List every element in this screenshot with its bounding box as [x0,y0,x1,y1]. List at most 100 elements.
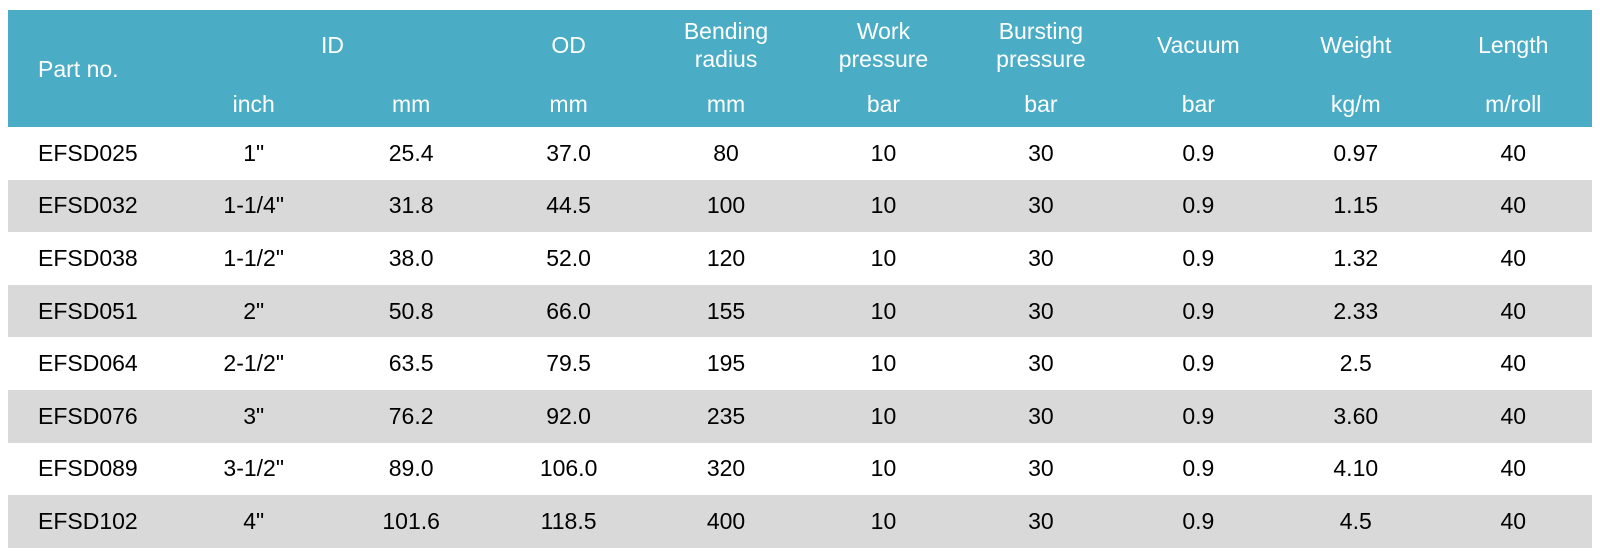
cell-id-inch: 2" [243,297,265,324]
cell-weight: 0.97 [1333,139,1379,166]
table-row: EFSD051 2" 50.8 66.0 155 10 30 0.9 2.33 … [8,284,1592,338]
cell-work-pressure: 10 [870,402,897,429]
table-body: EFSD025 1" 25.4 37.0 80 10 30 0.9 0.97 4… [8,127,1592,548]
cell-id-mm: 50.8 [388,297,434,324]
cell-weight: 4.10 [1333,455,1379,482]
cell-vacuum: 0.9 [1182,507,1215,534]
table-row: EFSD076 3" 76.2 92.0 235 10 30 0.9 3.60 … [8,389,1592,443]
cell-id-inch: 4" [243,507,265,534]
cell-weight: 4.5 [1339,507,1372,534]
cell-weight: 3.60 [1333,402,1379,429]
cell-id-inch: 3" [243,402,265,429]
header-unit-length-mroll: m/roll [1434,80,1592,127]
cell-id-mm: 38.0 [388,244,434,271]
cell-id-mm: 31.8 [388,192,434,219]
cell-weight: 2.5 [1339,350,1372,377]
cell-bending-radius: 235 [706,402,746,429]
cell-id-inch: 1" [243,139,265,166]
header-group-vacuum: Vacuum [1119,10,1278,80]
cell-bending-radius: 195 [706,350,746,377]
cell-od-mm: 37.0 [546,139,591,166]
header-unit-weight-kgm: kg/m [1277,80,1435,127]
header-group-id: ID [175,10,490,80]
header-row-main: Part no. ID OD Bending radius Work press… [8,10,1592,127]
cell-bending-radius: 80 [713,139,739,166]
header-group-work-pressure: Work pressure [804,10,963,80]
cell-id-mm: 101.6 [382,507,440,534]
header-unit-id-inch: inch [175,80,333,127]
cell-length: 40 [1500,297,1527,324]
header-unit-work-pressure-bar: bar [804,80,963,127]
cell-length: 40 [1500,350,1527,377]
cell-part-no: EFSD051 [38,297,138,324]
table-row: EFSD089 3-1/2" 89.0 106.0 320 10 30 0.9 … [8,442,1592,496]
cell-work-pressure: 10 [870,455,897,482]
cell-vacuum: 0.9 [1182,192,1215,219]
cell-bending-radius: 155 [706,297,746,324]
cell-bursting-pressure: 30 [1028,139,1054,166]
cell-weight: 2.33 [1333,297,1379,324]
cell-work-pressure: 10 [870,350,897,377]
cell-length: 40 [1500,402,1527,429]
cell-bursting-pressure: 30 [1028,455,1054,482]
cell-id-mm: 63.5 [388,350,434,377]
cell-work-pressure: 10 [870,139,897,166]
cell-part-no: EFSD025 [38,139,138,166]
cell-od-mm: 52.0 [546,244,591,271]
cell-work-pressure: 10 [870,244,897,271]
cell-od-mm: 66.0 [546,297,591,324]
header-group-length: Length [1434,10,1592,80]
table-row: EFSD025 1" 25.4 37.0 80 10 30 0.9 0.97 4… [8,127,1592,180]
cell-vacuum: 0.9 [1182,139,1215,166]
cell-length: 40 [1500,139,1527,166]
header-unit-bursting-pressure-bar: bar [962,80,1120,127]
cell-bending-radius: 100 [706,192,746,219]
header-group-bending-radius: Bending radius [647,10,805,80]
cell-vacuum: 0.9 [1182,402,1215,429]
header-row-units: inch mm mm mm bar bar bar kg/m m/roll [8,80,1592,127]
table-row: EFSD032 1-1/4" 31.8 44.5 100 10 30 0.9 1… [8,179,1592,233]
cell-part-no: EFSD076 [38,402,138,429]
cell-id-inch: 1-1/2" [223,244,285,271]
cell-vacuum: 0.9 [1182,455,1215,482]
header-unit-bending-radius-mm: mm [647,80,805,127]
cell-od-mm: 92.0 [546,402,591,429]
cell-part-no: EFSD032 [38,192,138,219]
cell-id-inch: 3-1/2" [223,455,285,482]
cell-id-mm: 25.4 [388,139,434,166]
cell-bursting-pressure: 30 [1028,507,1054,534]
cell-work-pressure: 10 [870,192,897,219]
cell-bending-radius: 120 [706,244,746,271]
cell-od-mm: 106.0 [539,455,598,482]
cell-od-mm: 79.5 [546,350,591,377]
table-row: EFSD102 4" 101.6 118.5 400 10 30 0.9 4.5… [8,495,1592,548]
hose-specification-table: Part no. ID OD Bending radius Work press… [8,10,1592,548]
header-group-weight: Weight [1277,10,1435,80]
cell-id-mm: 76.2 [388,402,434,429]
cell-vacuum: 0.9 [1182,244,1215,271]
cell-length: 40 [1500,455,1527,482]
cell-bending-radius: 400 [706,507,746,534]
cell-vacuum: 0.9 [1182,297,1215,324]
header-group-bursting-pressure: Bursting pressure [962,10,1120,80]
cell-od-mm: 118.5 [540,507,597,534]
header-unit-od-mm: mm [489,80,648,127]
header-group-od: OD [489,10,648,80]
cell-work-pressure: 10 [870,297,897,324]
cell-part-no: EFSD102 [38,507,138,534]
cell-weight: 1.32 [1333,244,1379,271]
cell-weight: 1.15 [1333,192,1379,219]
table-header: Part no. ID OD Bending radius Work press… [8,10,1592,127]
cell-bursting-pressure: 30 [1028,350,1054,377]
cell-work-pressure: 10 [870,507,897,534]
cell-bending-radius: 320 [706,455,746,482]
cell-length: 40 [1500,244,1527,271]
cell-bursting-pressure: 30 [1028,402,1054,429]
cell-id-inch: 2-1/2" [223,350,285,377]
cell-bursting-pressure: 30 [1028,192,1054,219]
cell-id-inch: 1-1/4" [223,192,285,219]
cell-vacuum: 0.9 [1182,350,1215,377]
cell-length: 40 [1500,507,1527,534]
cell-part-no: EFSD064 [38,350,138,377]
cell-part-no: EFSD038 [38,244,138,271]
